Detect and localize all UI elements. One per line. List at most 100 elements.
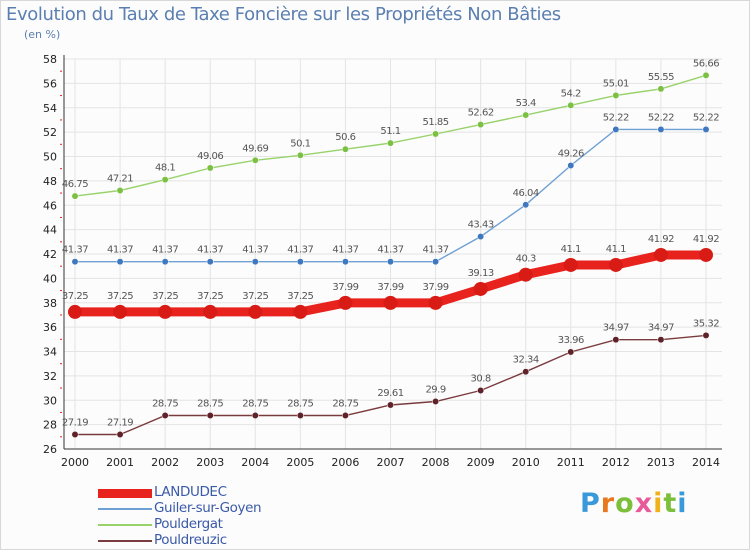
data-point-guiler-sur-goyen — [432, 258, 440, 266]
data-label-pouldreuzic: 27.19 — [62, 417, 88, 428]
data-point-pouldreuzic — [702, 331, 710, 339]
data-point-pouldergat — [657, 85, 665, 93]
y-tick-label: 46 — [43, 199, 57, 212]
data-point-landudec — [518, 267, 533, 282]
data-point-pouldergat — [71, 192, 79, 200]
y-tick-label: 54 — [43, 102, 57, 115]
data-label-guiler-sur-goyen: 41.37 — [242, 245, 268, 256]
data-label-pouldergat: 50.1 — [290, 138, 310, 149]
y-tick-label: 38 — [43, 297, 57, 310]
y-tick-label: 34 — [43, 346, 57, 359]
data-label-guiler-sur-goyen: 49.26 — [558, 149, 584, 160]
data-point-landudec — [563, 257, 578, 272]
x-tick-label: 2010 — [512, 456, 540, 469]
data-label-pouldreuzic: 28.75 — [287, 398, 313, 409]
data-label-landudec: 37.25 — [242, 291, 268, 302]
data-point-pouldergat — [432, 130, 440, 138]
data-label-pouldergat: 54.2 — [561, 88, 581, 99]
data-point-pouldreuzic — [522, 368, 530, 376]
legend-item-guiler-sur-goyen: Guiler-sur-Goyen — [98, 500, 378, 517]
x-tick-label: 2004 — [241, 456, 269, 469]
data-label-guiler-sur-goyen: 41.37 — [332, 245, 358, 256]
x-tick-label: 2002 — [151, 456, 179, 469]
series-lines — [68, 71, 713, 438]
y-tick-label: 40 — [43, 272, 57, 285]
data-point-landudec — [608, 257, 623, 272]
legend-label: Guiler-sur-Goyen — [154, 500, 262, 516]
data-point-pouldreuzic — [296, 412, 304, 419]
x-tick-label: 2006 — [331, 456, 359, 469]
data-label-landudec: 41.1 — [561, 244, 581, 255]
data-point-landudec — [68, 304, 82, 319]
data-label-pouldergat: 47.21 — [107, 174, 133, 185]
data-point-pouldreuzic — [116, 431, 124, 438]
data-point-guiler-sur-goyen — [161, 258, 169, 266]
data-point-pouldergat — [251, 156, 259, 164]
data-point-pouldreuzic — [432, 398, 440, 405]
data-label-landudec: 37.25 — [152, 291, 178, 302]
data-point-pouldreuzic — [71, 431, 79, 438]
data-point-guiler-sur-goyen — [387, 258, 394, 266]
x-tick-label: 2013 — [647, 456, 675, 469]
data-point-landudec — [293, 304, 308, 319]
data-point-guiler-sur-goyen — [522, 201, 530, 209]
data-label-guiler-sur-goyen: 43.43 — [468, 220, 494, 231]
data-point-pouldreuzic — [657, 336, 665, 344]
data-point-guiler-sur-goyen — [251, 258, 259, 266]
data-label-pouldergat: 56.66 — [693, 58, 719, 69]
data-label-pouldreuzic: 34.97 — [648, 323, 674, 334]
data-label-pouldreuzic: 33.96 — [558, 335, 584, 346]
data-label-pouldreuzic: 29.9 — [425, 384, 445, 395]
legend-swatch-pouldreuzic — [98, 540, 152, 542]
y-tick-label: 30 — [43, 394, 57, 407]
legend-label: LANDUDEC — [154, 484, 227, 500]
data-label-landudec: 41.92 — [693, 234, 719, 245]
x-tick-label: 2001 — [106, 456, 134, 469]
data-point-guiler-sur-goyen — [296, 258, 304, 266]
data-label-pouldergat: 51.85 — [423, 117, 449, 128]
data-label-guiler-sur-goyen: 41.37 — [197, 245, 223, 256]
data-label-pouldergat: 49.69 — [242, 143, 268, 154]
x-tick-label: 2012 — [602, 456, 630, 469]
data-point-guiler-sur-goyen — [341, 258, 349, 266]
chart-title: Evolution du Taux de Taxe Foncière sur l… — [6, 4, 561, 25]
legend-swatch-landudec — [98, 489, 152, 498]
data-point-guiler-sur-goyen — [116, 258, 124, 266]
data-point-guiler-sur-goyen — [702, 125, 710, 133]
data-point-pouldreuzic — [161, 412, 169, 419]
legend-item-pouldreuzic: Pouldreuzic — [98, 532, 378, 549]
y-tick-label: 42 — [43, 248, 57, 261]
data-label-landudec: 37.99 — [332, 282, 358, 293]
data-point-pouldergat — [522, 111, 530, 119]
y-tick-label: 44 — [43, 224, 57, 237]
data-point-guiler-sur-goyen — [657, 125, 665, 133]
data-label-pouldergat: 46.75 — [62, 179, 88, 190]
data-label-landudec: 41.1 — [606, 244, 626, 255]
x-tick-label: 2003 — [196, 456, 224, 469]
data-point-landudec — [338, 295, 353, 310]
data-label-pouldergat: 50.6 — [335, 132, 355, 143]
y-tick-label: 28 — [43, 419, 57, 432]
data-point-landudec — [473, 281, 488, 296]
x-tick-label: 2011 — [557, 456, 585, 469]
x-tick-label: 2009 — [467, 456, 495, 469]
data-label-landudec: 40.3 — [516, 254, 536, 265]
data-point-landudec — [248, 304, 263, 319]
y-tick-label: 58 — [43, 53, 57, 66]
data-point-landudec — [383, 295, 398, 310]
data-label-landudec: 39.13 — [468, 268, 494, 279]
data-label-landudec: 37.25 — [107, 291, 133, 302]
x-tick-label: 2014 — [692, 456, 720, 469]
data-point-landudec — [203, 304, 218, 319]
data-label-landudec: 37.25 — [197, 291, 223, 302]
data-label-pouldreuzic: 30.8 — [471, 374, 491, 385]
data-point-pouldreuzic — [477, 387, 485, 394]
legend-label: Pouldreuzic — [154, 532, 227, 548]
data-label-pouldergat: 49.06 — [197, 151, 223, 162]
data-label-pouldergat: 53.4 — [516, 98, 536, 109]
data-point-landudec — [653, 247, 668, 262]
x-tick-label: 2000 — [61, 456, 89, 469]
data-label-pouldreuzic: 35.32 — [693, 318, 719, 329]
data-label-guiler-sur-goyen: 41.37 — [152, 245, 178, 256]
